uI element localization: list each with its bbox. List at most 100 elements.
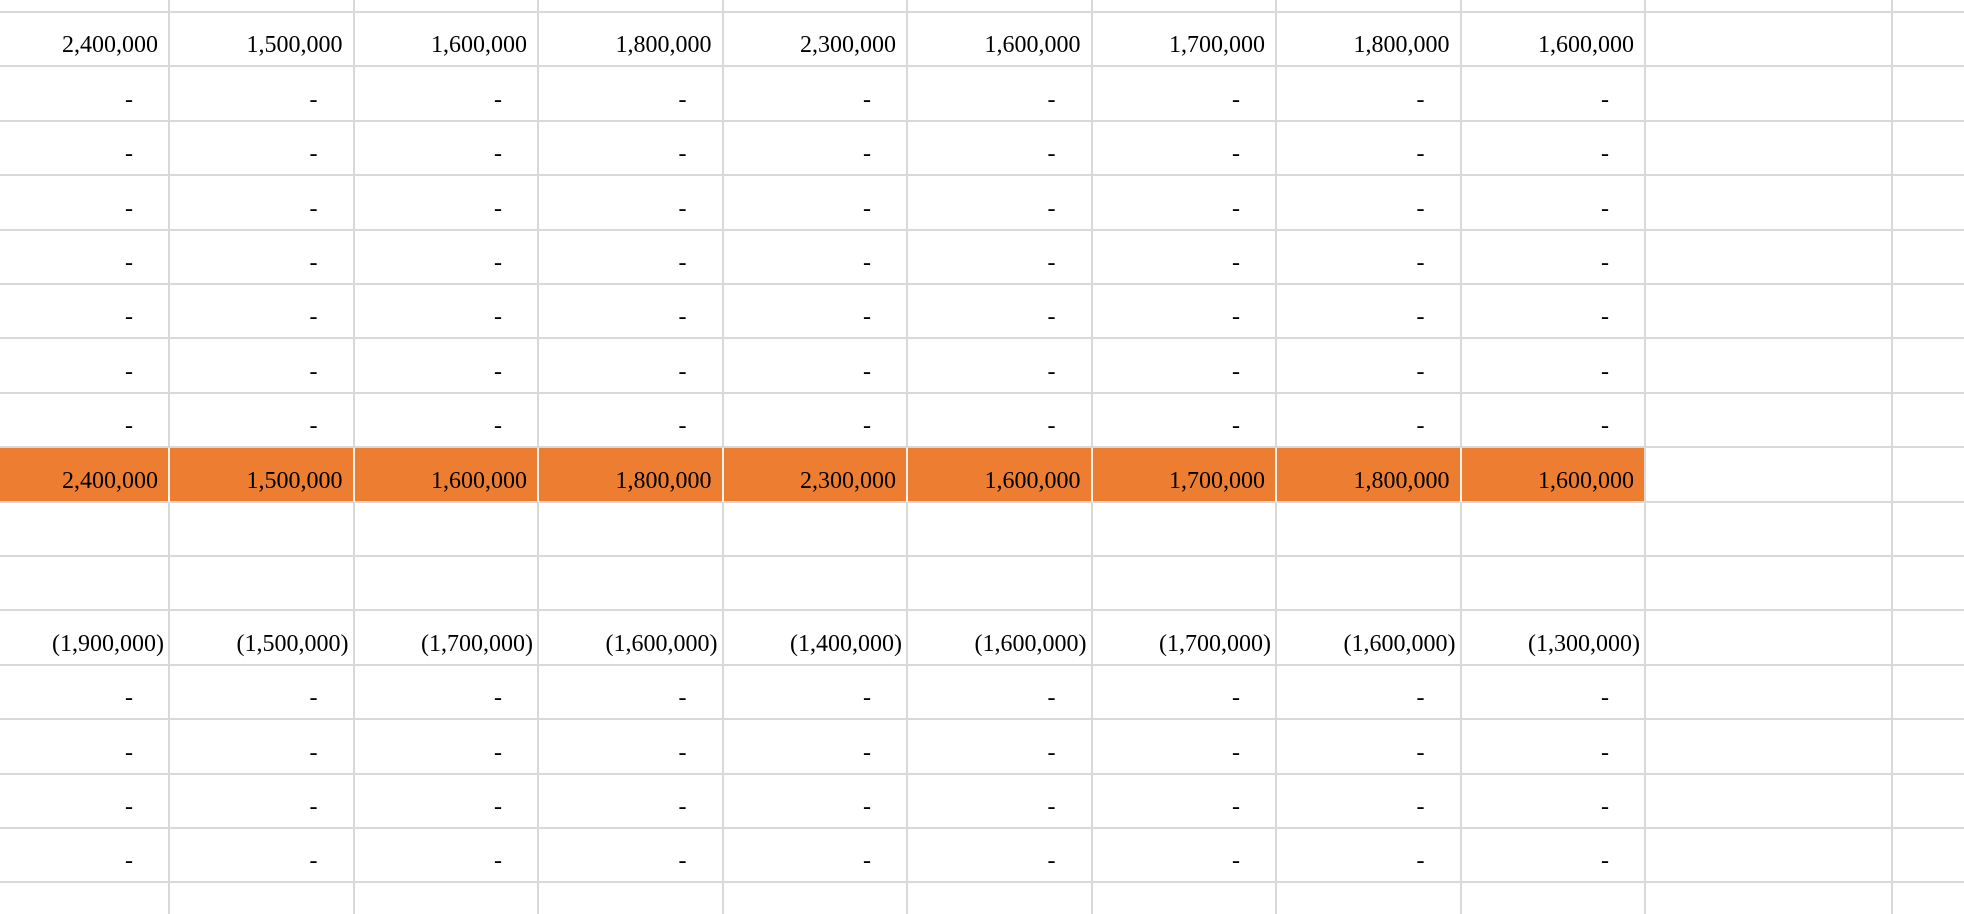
spreadsheet-cell[interactable]: - — [539, 176, 724, 231]
spreadsheet-cell[interactable]: - — [354, 774, 539, 829]
spreadsheet-cell[interactable]: - — [1277, 67, 1462, 122]
spreadsheet-cell-wide-empty[interactable] — [1646, 121, 1893, 177]
spreadsheet-cell[interactable]: - — [723, 285, 908, 340]
spreadsheet-cell[interactable] — [908, 557, 1093, 612]
spreadsheet-cell[interactable]: - — [1277, 393, 1462, 449]
spreadsheet-cell[interactable]: (1,900,000) — [0, 611, 170, 666]
spreadsheet-cell[interactable]: - — [539, 121, 724, 177]
spreadsheet-cell-wide-empty[interactable] — [1646, 67, 1893, 122]
spreadsheet-cell[interactable] — [539, 502, 724, 557]
spreadsheet-cell[interactable]: - — [1277, 285, 1462, 340]
spreadsheet-cell[interactable]: - — [1092, 665, 1277, 721]
spreadsheet-cell[interactable] — [1462, 883, 1646, 914]
spreadsheet-cell[interactable]: - — [1461, 176, 1646, 231]
spreadsheet-cell-right-edge[interactable] — [1893, 122, 1964, 177]
spreadsheet-cell[interactable]: - — [908, 230, 1093, 285]
spreadsheet-cell-wide-empty[interactable] — [1646, 448, 1893, 503]
spreadsheet-cell-wide-empty[interactable] — [1646, 393, 1893, 449]
spreadsheet-cell[interactable] — [1461, 502, 1646, 557]
spreadsheet-cell[interactable]: - — [723, 774, 908, 829]
spreadsheet-cell[interactable]: - — [539, 774, 724, 829]
spreadsheet-cell[interactable]: - — [1461, 829, 1646, 884]
spreadsheet-cell[interactable]: - — [539, 720, 724, 775]
spreadsheet-cell[interactable]: - — [539, 67, 724, 122]
spreadsheet-cell[interactable] — [908, 502, 1093, 557]
spreadsheet-cell[interactable]: - — [354, 665, 539, 721]
spreadsheet-cell[interactable]: (1,700,000) — [354, 611, 539, 666]
spreadsheet-cell[interactable]: 1,600,000 — [908, 13, 1093, 68]
spreadsheet-cell[interactable]: - — [1461, 774, 1646, 829]
spreadsheet-cell[interactable]: - — [0, 829, 170, 884]
spreadsheet-cell[interactable] — [539, 557, 724, 612]
spreadsheet-cell-wide-empty[interactable] — [1646, 883, 1893, 914]
spreadsheet-cell[interactable] — [723, 0, 908, 13]
spreadsheet-cell[interactable]: - — [908, 285, 1093, 340]
spreadsheet-cell[interactable]: - — [1277, 339, 1462, 394]
spreadsheet-cell[interactable]: - — [539, 665, 724, 721]
spreadsheet-cell[interactable]: - — [723, 339, 908, 394]
spreadsheet-cell-wide-empty[interactable] — [1646, 285, 1893, 340]
spreadsheet-cell[interactable]: - — [1461, 393, 1646, 449]
spreadsheet-cell-right-edge[interactable] — [1893, 231, 1964, 285]
spreadsheet-cell[interactable]: - — [1461, 285, 1646, 340]
spreadsheet-cell-right-edge[interactable] — [1893, 448, 1964, 503]
spreadsheet-cell-right-edge[interactable] — [1893, 611, 1964, 666]
spreadsheet-cell[interactable]: - — [0, 121, 170, 177]
spreadsheet-cell[interactable] — [1461, 557, 1646, 612]
spreadsheet-cell[interactable]: - — [354, 393, 539, 449]
spreadsheet-cell[interactable] — [723, 557, 908, 612]
spreadsheet-cell[interactable] — [354, 502, 539, 557]
spreadsheet-cell-right-edge[interactable] — [1893, 13, 1964, 68]
spreadsheet-cell[interactable]: - — [1092, 176, 1277, 231]
spreadsheet-cell[interactable]: - — [723, 176, 908, 231]
spreadsheet-cell[interactable] — [1461, 0, 1646, 13]
spreadsheet-cell[interactable] — [170, 0, 355, 13]
spreadsheet-cell-right-edge[interactable] — [1893, 503, 1964, 557]
spreadsheet-cell[interactable]: 2,300,000 — [723, 448, 908, 503]
spreadsheet-cell-right-edge[interactable] — [1893, 775, 1964, 829]
spreadsheet-cell[interactable]: - — [1461, 121, 1646, 177]
spreadsheet-cell[interactable] — [539, 883, 724, 914]
spreadsheet-cell-wide-empty[interactable] — [1646, 0, 1893, 13]
spreadsheet-cell-wide-empty[interactable] — [1646, 230, 1893, 285]
spreadsheet-cell[interactable]: - — [1461, 67, 1646, 122]
spreadsheet-cell[interactable]: - — [908, 665, 1093, 721]
spreadsheet-cell[interactable] — [908, 0, 1093, 13]
spreadsheet-cell[interactable]: 2,300,000 — [723, 13, 908, 68]
spreadsheet-cell[interactable] — [724, 883, 908, 914]
spreadsheet-cell[interactable]: (1,600,000) — [1277, 611, 1462, 666]
spreadsheet-cell[interactable]: - — [1461, 230, 1646, 285]
spreadsheet-cell[interactable]: - — [170, 720, 355, 775]
spreadsheet-cell[interactable]: - — [0, 393, 170, 449]
spreadsheet-cell[interactable]: - — [0, 285, 170, 340]
spreadsheet-cell[interactable]: 1,600,000 — [354, 448, 539, 503]
spreadsheet-cell[interactable]: - — [539, 285, 724, 340]
spreadsheet-cell-wide-empty[interactable] — [1646, 774, 1893, 829]
spreadsheet-cell[interactable]: - — [1092, 829, 1277, 884]
spreadsheet-cell[interactable]: - — [170, 230, 355, 285]
spreadsheet-cell[interactable]: - — [170, 665, 355, 721]
spreadsheet-cell-right-edge[interactable] — [1893, 720, 1964, 775]
spreadsheet-cell[interactable]: - — [170, 285, 355, 340]
spreadsheet-cell[interactable]: - — [1277, 774, 1462, 829]
spreadsheet-cell[interactable] — [0, 557, 170, 612]
spreadsheet-cell[interactable] — [1277, 502, 1462, 557]
spreadsheet-cell[interactable]: - — [1277, 230, 1462, 285]
spreadsheet-cell[interactable]: - — [0, 176, 170, 231]
spreadsheet-cell[interactable]: 1,500,000 — [170, 448, 355, 503]
spreadsheet-cell[interactable]: 1,700,000 — [1092, 13, 1277, 68]
spreadsheet-cell-right-edge[interactable] — [1893, 339, 1964, 394]
spreadsheet-cell-wide-empty[interactable] — [1646, 502, 1893, 557]
spreadsheet-cell[interactable] — [1092, 0, 1277, 13]
spreadsheet-cell[interactable]: - — [0, 339, 170, 394]
spreadsheet-cell[interactable]: - — [1277, 665, 1462, 721]
spreadsheet-cell-wide-empty[interactable] — [1646, 829, 1893, 884]
spreadsheet-cell[interactable]: - — [908, 393, 1093, 449]
spreadsheet-cell[interactable]: - — [0, 665, 170, 721]
spreadsheet-cell[interactable]: 1,500,000 — [170, 13, 355, 68]
spreadsheet-cell[interactable]: - — [1092, 774, 1277, 829]
spreadsheet-cell[interactable]: - — [1092, 67, 1277, 122]
spreadsheet-cell[interactable]: - — [1277, 176, 1462, 231]
spreadsheet-cell[interactable]: - — [0, 774, 170, 829]
spreadsheet-cell[interactable]: - — [908, 121, 1093, 177]
